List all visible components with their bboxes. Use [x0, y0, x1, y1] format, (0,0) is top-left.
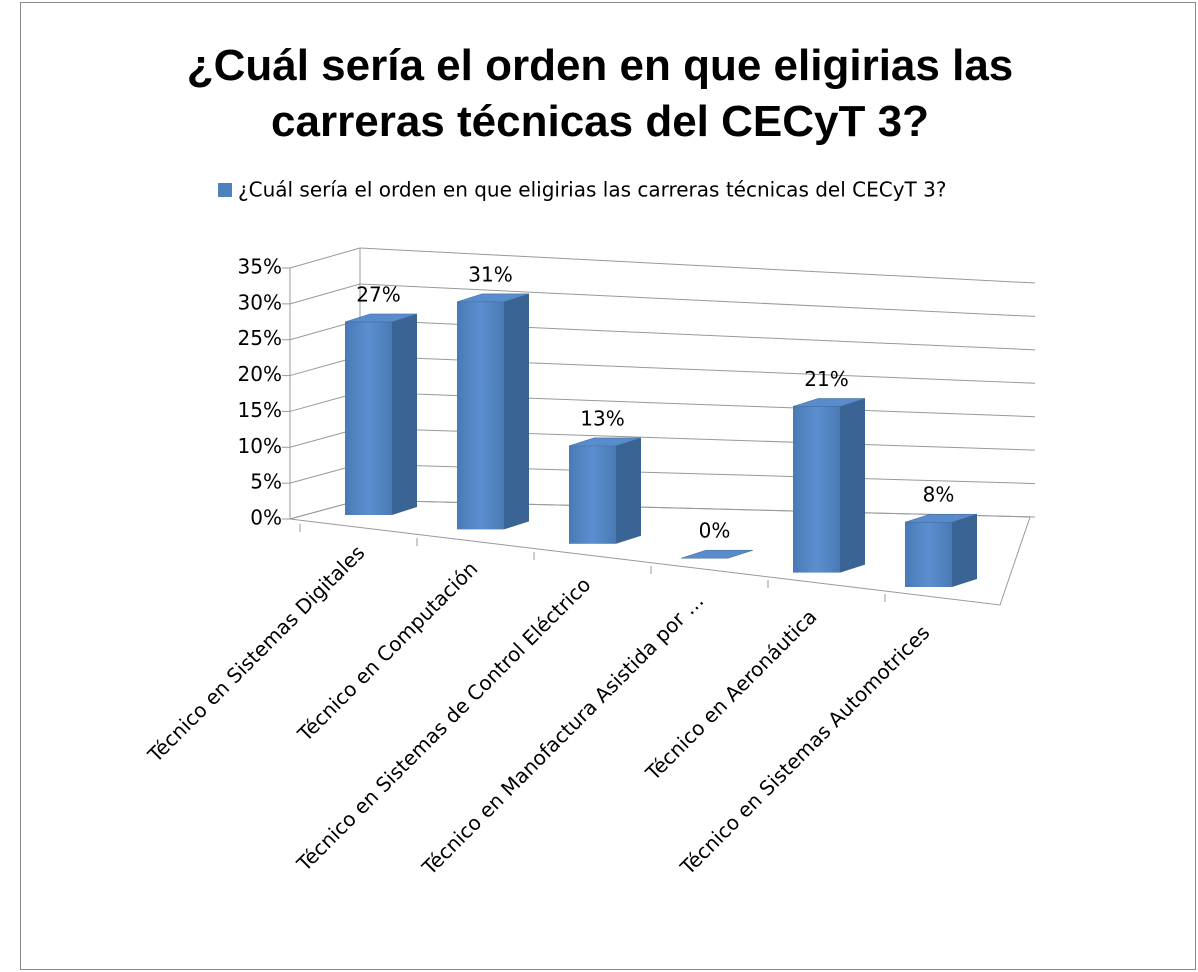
y-tick-label: 35% [238, 255, 282, 279]
grid-line [359, 283, 1036, 317]
bar-top [792, 398, 866, 407]
bar [905, 522, 952, 587]
bar-top [568, 437, 642, 447]
bar [345, 321, 392, 515]
bar-top [904, 513, 978, 523]
legend-swatch [218, 183, 232, 197]
y-tick-label: 15% [238, 398, 282, 422]
value-label: 13% [580, 406, 624, 430]
y-tick-label: 20% [238, 362, 282, 386]
y-tick-label: 10% [238, 434, 282, 458]
grid-line [289, 247, 361, 269]
bar-side [616, 437, 641, 544]
value-label: 21% [804, 367, 848, 391]
bar [569, 445, 616, 544]
value-label: 8% [923, 483, 955, 507]
value-label: 0% [699, 519, 731, 543]
y-tick-label: 25% [238, 326, 282, 350]
value-label: 27% [356, 282, 400, 306]
y-tick-label: 5% [250, 470, 282, 494]
bar-top [680, 549, 754, 559]
bar-top [344, 313, 418, 323]
y-tick-label: 30% [238, 290, 282, 314]
grid-line [359, 247, 1036, 284]
grid-line [289, 283, 361, 305]
bar [457, 301, 504, 530]
bar-side [504, 293, 529, 530]
bar-side [952, 514, 977, 587]
y-tick-label: 0% [250, 506, 282, 530]
bar [793, 406, 840, 573]
bar-side [392, 313, 417, 515]
chart-title: ¿Cuál sería el orden en que eligirias la… [186, 41, 1014, 146]
bar-top [456, 293, 530, 303]
legend-label: ¿Cuál sería el orden en que eligirias la… [238, 178, 946, 202]
bar-side [840, 398, 865, 573]
value-label: 31% [468, 262, 512, 286]
